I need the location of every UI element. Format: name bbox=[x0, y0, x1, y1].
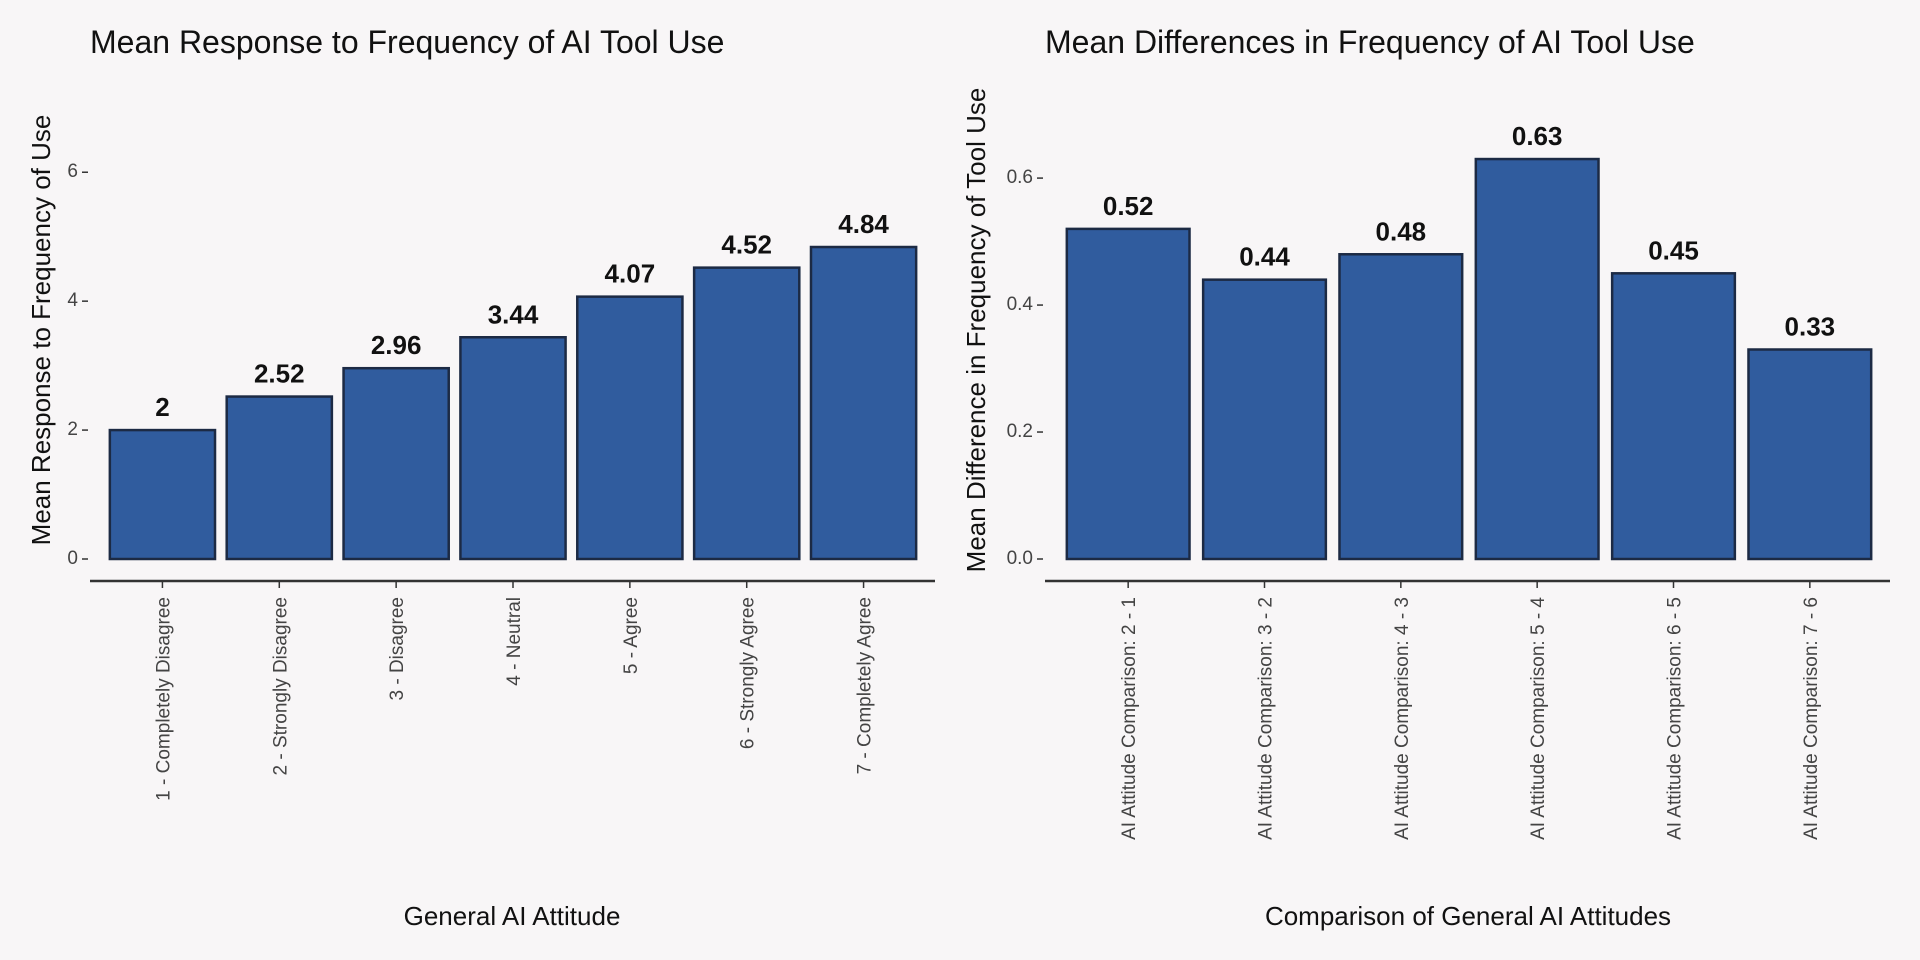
data-label: 0.52 bbox=[1103, 191, 1154, 221]
bar bbox=[809, 245, 918, 561]
bar bbox=[576, 295, 684, 561]
bar bbox=[342, 366, 450, 561]
y-axis-title: Mean Response to Frequency of Use bbox=[26, 115, 56, 546]
chart-title: Mean Differences in Frequency of AI Tool… bbox=[1045, 24, 1695, 60]
bar bbox=[1474, 157, 1600, 561]
x-tick-label: AI Attitude Comparison: 2 - 1 bbox=[1119, 597, 1140, 840]
x-tick-label: 7 - Completely Agree bbox=[855, 597, 876, 774]
y-tick-label: 4 bbox=[67, 290, 78, 311]
bar bbox=[1065, 227, 1191, 561]
bar bbox=[459, 336, 567, 561]
data-label: 0.44 bbox=[1239, 242, 1290, 272]
bars bbox=[1065, 157, 1873, 561]
data-labels: 2 2.52 2.96 3.44 4.07 4.52 4.84 bbox=[155, 209, 889, 422]
data-labels: 0.52 0.44 0.48 0.63 0.45 0.33 bbox=[1103, 121, 1835, 341]
x-axis-title: Comparison of General AI Attitudes bbox=[1265, 901, 1671, 931]
data-label: 3.44 bbox=[488, 299, 539, 329]
x-tick-label: 5 - Agree bbox=[621, 597, 642, 674]
bar bbox=[1201, 278, 1328, 561]
data-label: 4.52 bbox=[721, 230, 772, 260]
x-tick-label: AI Attitude Comparison: 3 - 2 bbox=[1256, 597, 1277, 840]
data-label: 4.84 bbox=[838, 209, 889, 239]
chart-mean-differences: Mean Differences in Frequency of AI Tool… bbox=[961, 24, 1890, 931]
bars bbox=[108, 245, 918, 561]
x-tick-label: 6 - Strongly Agree bbox=[738, 597, 759, 749]
y-tick-label: 0.2 bbox=[1007, 421, 1033, 442]
bar bbox=[1747, 348, 1873, 561]
x-axis-title: General AI Attitude bbox=[404, 901, 621, 931]
x-tick-label: 3 - Disagree bbox=[387, 597, 408, 701]
data-label: 2.96 bbox=[371, 330, 422, 360]
y-tick-label: 0.6 bbox=[1007, 167, 1033, 188]
data-label: 2.52 bbox=[254, 359, 305, 389]
x-tick-label: AI Attitude Comparison: 7 - 6 bbox=[1801, 597, 1822, 840]
y-tick-label: 6 bbox=[67, 161, 78, 182]
chart-title: Mean Response to Frequency of AI Tool Us… bbox=[90, 24, 724, 60]
bar bbox=[108, 428, 217, 561]
x-tick-label: 1 - Completely Disagree bbox=[153, 597, 174, 801]
x-axis-ticks: AI Attitude Comparison: 2 - 1 AI Attitude… bbox=[1119, 581, 1822, 840]
y-tick-label: 0 bbox=[67, 548, 78, 569]
bar bbox=[1338, 253, 1464, 561]
bar bbox=[692, 266, 801, 561]
bar bbox=[1610, 272, 1737, 561]
y-tick-label: 0.4 bbox=[1007, 294, 1034, 315]
x-tick-label: AI Attitude Comparison: 5 - 4 bbox=[1528, 597, 1549, 840]
data-label: 0.45 bbox=[1648, 235, 1699, 265]
x-tick-label: 4 - Neutral bbox=[504, 597, 525, 686]
y-tick-label: 0.0 bbox=[1007, 548, 1033, 569]
y-axis-title: Mean Difference in Frequency of Tool Use bbox=[961, 88, 991, 573]
data-label: 0.63 bbox=[1512, 121, 1563, 151]
bar bbox=[225, 395, 334, 561]
x-tick-label: 2 - Strongly Disagree bbox=[270, 597, 291, 775]
y-tick-label: 2 bbox=[67, 419, 78, 440]
x-axis-ticks: 1 - Completely Disagree 2 - Strongly Disa… bbox=[153, 581, 876, 801]
data-label: 2 bbox=[155, 392, 169, 422]
y-axis-ticks: 0 2 4 6 bbox=[67, 161, 88, 569]
chart-frequency-of-use: Mean Response to Frequency of AI Tool Us… bbox=[26, 24, 935, 931]
y-axis-ticks: 0.0 0.2 0.4 0.6 bbox=[1007, 167, 1043, 569]
data-label: 4.07 bbox=[605, 259, 656, 289]
data-label: 0.33 bbox=[1785, 312, 1836, 342]
x-tick-label: AI Attitude Comparison: 4 - 3 bbox=[1392, 597, 1413, 840]
data-label: 0.48 bbox=[1376, 216, 1427, 246]
x-tick-label: AI Attitude Comparison: 6 - 5 bbox=[1665, 597, 1686, 840]
